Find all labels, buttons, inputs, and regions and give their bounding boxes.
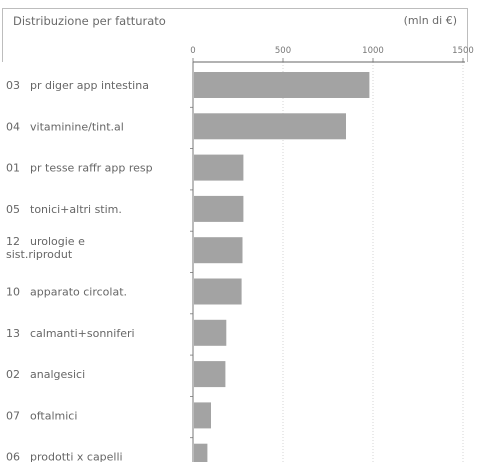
bar: [194, 72, 370, 98]
x-tick-label: 1000: [362, 46, 384, 56]
category-label: oftalmici: [30, 409, 77, 422]
bar: [194, 195, 244, 222]
bar: [194, 402, 211, 429]
category-label: analgesici: [30, 368, 85, 381]
bar: [194, 237, 243, 264]
bar: [194, 443, 208, 462]
category-code: 05: [6, 203, 20, 216]
category-label: urologie e: [30, 235, 85, 248]
category-label: pr tesse raffr app resp: [30, 162, 153, 175]
bar: [194, 113, 346, 140]
chart-unit: (mln di €): [403, 14, 457, 27]
category-label: vitaminine/tint.al: [30, 120, 124, 133]
x-tick-label: 500: [275, 46, 291, 56]
bar: [194, 154, 244, 181]
category-code: 03: [6, 79, 20, 92]
category-label: pr diger app intestina: [30, 79, 149, 92]
category-code: 06: [6, 451, 20, 462]
bar: [194, 319, 227, 346]
category-code: 07: [6, 409, 20, 422]
x-tick-label: 1500: [452, 46, 474, 56]
category-code: 10: [6, 286, 20, 299]
category-label: tonici+altri stim.: [30, 203, 122, 216]
category-code: 13: [6, 327, 20, 340]
category-label: apparato circolat.: [30, 286, 127, 299]
category-code: 12: [6, 235, 20, 248]
category-label: calmanti+sonniferi: [30, 327, 135, 340]
category-label: prodotti x capelli: [30, 451, 123, 462]
bar: [194, 361, 226, 388]
x-tick-label: 0: [190, 46, 195, 56]
chart-header: Distribuzione per fatturato (mln di €): [2, 8, 468, 34]
category-code: 04: [6, 120, 20, 133]
bar: [194, 278, 242, 305]
category-code: 01: [6, 162, 20, 175]
chart-title: Distribuzione per fatturato: [13, 14, 166, 28]
category-code: 02: [6, 368, 20, 381]
category-label-line2: sist.riprodut: [6, 248, 73, 261]
